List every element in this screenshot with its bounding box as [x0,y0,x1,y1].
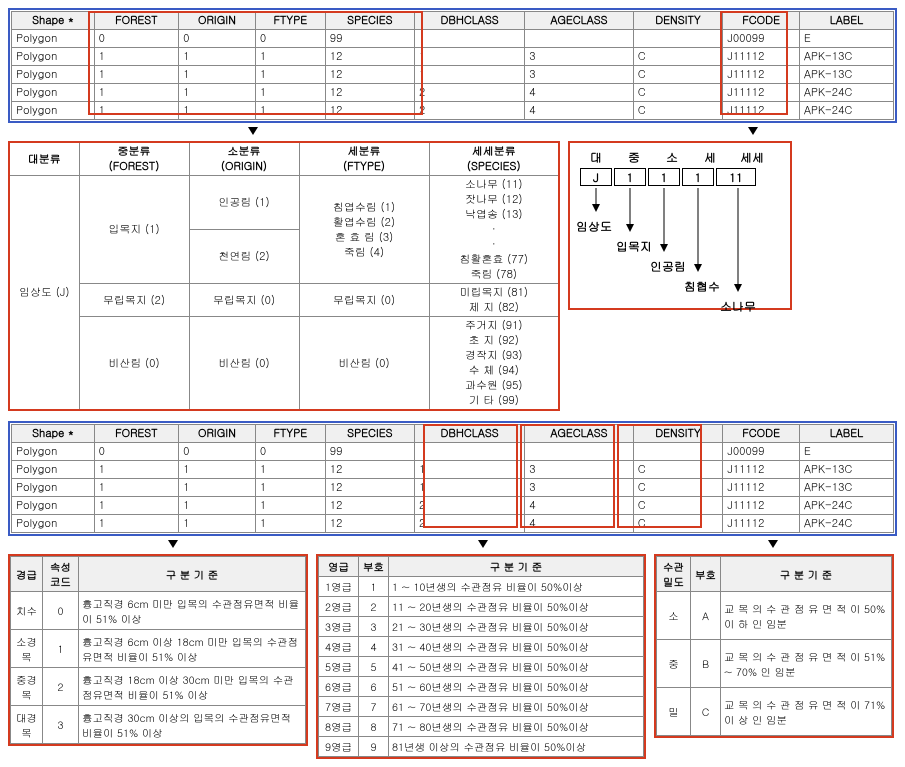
col-dbhclass: DBHCLASS [415,12,525,30]
attribute-table-bottom: Shape *FORESTORIGINFTYPESPECIESDBHCLASSA… [8,421,897,536]
table-row: 1영급11 ~ 10년생의 수관점유 비율이 50%이상 [319,577,644,597]
forest-1: 입목지 (1) [79,176,189,284]
table-row: Polygon1111213CJ11112APK-13C [12,48,894,66]
col-label: LABEL [799,12,893,30]
big-label: 임상도 (J) [9,176,79,411]
col-density: DENSITY [633,12,723,30]
col-forest: FOREST [94,425,178,443]
col-forest: FOREST [94,12,178,30]
col-fcode: FCODE [723,12,799,30]
code-lbl-1: 입목지 [616,238,652,255]
table-row: Polygon1111224CJ11112APK-24C [12,497,894,515]
table-row: 6영급651 ~ 60년생의 수관점유 비율이 50%이상 [319,677,644,697]
col-dbhclass: DBHCLASS [415,425,525,443]
code-lbl-0: 임상도 [576,218,612,235]
connector-top [8,127,897,141]
table-row: Polygon1111224CJ11112APK-24C [12,515,894,533]
col-ftype: FTYPE [255,425,325,443]
col-shape *: Shape * [12,425,95,443]
attr-table-1: Shape *FORESTORIGINFTYPESPECIESDBHCLASSA… [11,11,894,120]
hdr-forest: 중분류 (FOREST) [79,142,189,176]
table-row: 3영급321 ~ 30년생의 수관점유 비율이 50%이상 [319,617,644,637]
attr-table-2: Shape *FORESTORIGINFTYPESPECIESDBHCLASSA… [11,424,894,533]
table-row: 소A교 목 의 수 관 점 유 면 적 이 50% 이 하 인 임분 [657,592,892,640]
code-cell-row: J 1 1 1 11 [580,168,780,186]
table-row: 4영급431 ~ 40년생의 수관점유 비율이 50%이상 [319,637,644,657]
col-species: SPECIES [325,12,414,30]
table-row: 7영급761 ~ 70년생의 수관점유 비율이 50%이상 [319,697,644,717]
ftype-3: 비산림 (0) [299,317,429,411]
table-row: 밀C교 목 의 수 관 점 유 면 적 이 71% 이 상 인 임분 [657,688,892,736]
table-row: Polygon00099J00099E [12,443,894,461]
table-row: Polygon1111224CJ11112APK-24C [12,102,894,120]
origin-1a: 인공림 (1) [189,176,299,230]
table-row: 5영급541 ~ 50년생의 수관점유 비율이 50%이상 [319,657,644,677]
origin-1b: 천연림 (2) [189,230,299,284]
code-lbl-4: 소나무 [720,298,756,315]
col-ageclass: AGECLASS [525,12,634,30]
table-row: Polygon1111213CJ11112APK-13C [12,66,894,84]
col-species: SPECIES [325,425,414,443]
code-diagram: 대 중 소 세 세세 J 1 1 1 11 임상도 입목지 인공림 침협수 소나… [568,141,792,310]
hdr-ftype: 세분류 (FTYPE) [299,142,429,176]
hdr-origin: 소분류 (ORIGIN) [189,142,299,176]
table-row: Polygon1111224CJ11112APK-24C [12,84,894,102]
species-1: 소나무 (11) 잣나무 (12) 낙엽송 (13) · · 침활혼효 (77)… [429,176,559,284]
col-ageclass: AGECLASS [525,425,634,443]
connector-bottom [8,540,897,554]
attribute-table-top: Shape *FORESTORIGINFTYPESPECIESDBHCLASSA… [8,8,897,123]
col-origin: ORIGIN [179,12,256,30]
hdr-species: 세세분류 (SPECIES) [429,142,559,176]
age-legend: 영급 부호 구 분 기 준 1영급11 ~ 10년생의 수관점유 비율이 50%… [316,554,646,759]
table-row: Polygon1111213CJ11112APK-13C [12,461,894,479]
table-row: 중경목2흉고직경 18cm 이상 30cm 미만 입목의 수관점유면적 비율이 … [11,668,306,706]
table-row: Polygon00099J00099E [12,30,894,48]
species-2: 미립목지 (81) 제 지 (82) [429,284,559,317]
ftype-2: 무립목지 (0) [299,284,429,317]
code-lbl-3: 침협수 [684,278,720,295]
col-origin: ORIGIN [179,425,256,443]
origin-3: 비산림 (0) [189,317,299,411]
table-row: 대경목3흉고직경 30cm 이상의 입목의 수관점유면적 비율이 51% 이상 [11,706,306,744]
density-legend: 수관 밀도 부호 구 분 기 준 소A교 목 의 수 관 점 유 면 적 이 5… [654,554,894,738]
forest-3: 비산림 (0) [79,317,189,411]
table-row: 치수0흉고직경 6cm 미만 입목의 수관점유면적 비율이 51% 이상 [11,592,306,630]
col-fcode: FCODE [723,425,799,443]
species-3: 주거지 (91) 초 지 (92) 경작지 (93) 수 체 (94) 과수원 … [429,317,559,411]
dbh-legend: 경급 속성 코드 구 분 기 준 치수0흉고직경 6cm 미만 입목의 수관점유… [8,554,308,746]
forest-2: 무립목지 (2) [79,284,189,317]
table-row: 2영급211 ~ 20년생의 수관점유 비율이 50%이상 [319,597,644,617]
table-row: 8영급871 ~ 80년생의 수관점유 비율이 50%이상 [319,717,644,737]
code-head-row: 대 중 소 세 세세 [580,149,780,166]
origin-2: 무립목지 (0) [189,284,299,317]
hdr-big: 대분류 [9,142,79,176]
table-row: Polygon1111213CJ11112APK-13C [12,479,894,497]
col-shape *: Shape * [12,12,95,30]
col-ftype: FTYPE [255,12,325,30]
table-row: 중B교 목 의 수 관 점 유 면 적 이 51% ~ 70% 인 임분 [657,640,892,688]
classification-table: 대분류 중분류 (FOREST) 소분류 (ORIGIN) 세분류 (FTYPE… [8,141,560,411]
code-lbl-2: 인공림 [650,258,686,275]
table-row: 9영급981년생 이상의 수관점유 비율이 50%이상 [319,737,644,757]
col-density: DENSITY [633,425,723,443]
ftype-1: 침엽수림 (1) 활엽수림 (2) 혼 효 림 (3) 죽림 (4) [299,176,429,284]
col-label: LABEL [799,425,893,443]
table-row: 소경목1흉고직경 6cm 이상 18cm 미만 입목의 수관점유면적 비율이 5… [11,630,306,668]
